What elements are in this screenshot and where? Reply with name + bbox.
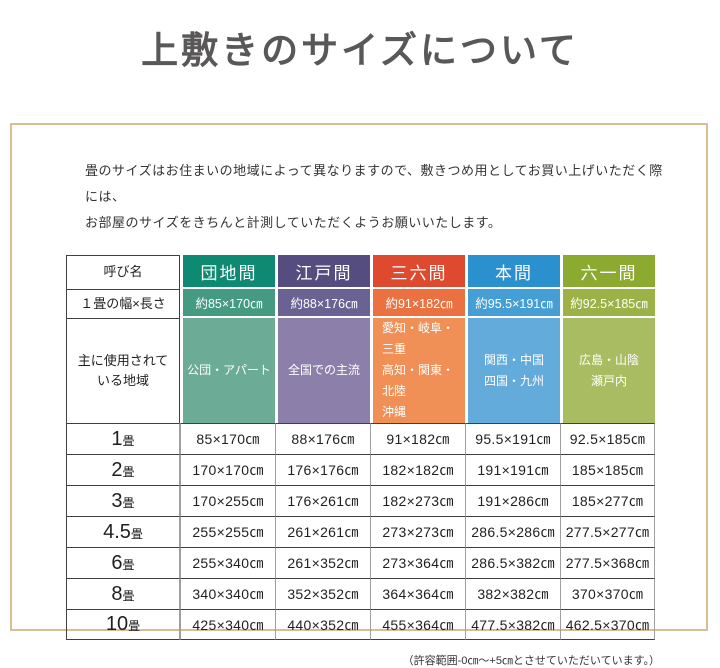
size-value-4.5-col1: 255×255㎝ bbox=[180, 516, 275, 547]
size-unit: 畳 bbox=[128, 619, 141, 633]
region-cell-5: 広島・山陰 瀬戸内 bbox=[560, 318, 655, 423]
size-count: 1 bbox=[111, 427, 123, 450]
size-value-10-col2: 440×352㎝ bbox=[275, 609, 370, 640]
width-cell-5: 約92.5×185㎝ bbox=[560, 289, 655, 318]
width-cell-3: 約91×182㎝ bbox=[370, 289, 465, 318]
page-title: 上敷きのサイズについて bbox=[141, 31, 579, 72]
size-value-4.5-col4: 286.5×286㎝ bbox=[465, 516, 560, 547]
intro-line-2: お部屋のサイズをきちんと計測していただくようお願いいたします。 bbox=[85, 215, 502, 230]
size-row-label: 1畳 bbox=[66, 423, 180, 454]
size-value-6-col5: 277.5×368㎝ bbox=[560, 547, 655, 578]
size-value-4.5-col3: 273×273㎝ bbox=[370, 516, 465, 547]
size-row-2: 2畳 170×170㎝ 176×176㎝ 182×182㎝ 191×191㎝ 185×18… bbox=[66, 454, 655, 485]
size-unit: 畳 bbox=[122, 464, 135, 479]
region-cell-4: 関西・中国 四国・九州 bbox=[465, 318, 560, 423]
size-count: 4.5 bbox=[103, 520, 131, 543]
size-value-8-col3: 364×364㎝ bbox=[370, 578, 465, 609]
size-row-10: 10畳 425×340㎝ 440×352㎝ 455×364㎝ 477.5×382㎝ 462… bbox=[66, 609, 655, 640]
size-value-10-col1: 425×340㎝ bbox=[180, 609, 275, 640]
size-value-3-col1: 170×255㎝ bbox=[180, 485, 275, 516]
size-value-1-col4: 95.5×191㎝ bbox=[465, 423, 560, 454]
size-value-1-col5: 92.5×185㎝ bbox=[560, 423, 655, 454]
size-count: 6 bbox=[111, 551, 123, 574]
size-value-3-col3: 182×273㎝ bbox=[370, 485, 465, 516]
size-value-8-col2: 352×352㎝ bbox=[275, 578, 370, 609]
column-header-4: 本間 bbox=[465, 255, 560, 289]
page: { "page": { "title": "上敷きのサイズについて", "int… bbox=[0, 20, 720, 667]
size-row-1: 1畳 85×170㎝ 88×176㎝ 91×182㎝ 95.5×191㎝ 92.5×185… bbox=[66, 423, 655, 454]
size-value-8-col5: 370×370㎝ bbox=[560, 578, 655, 609]
corner-label: 呼び名 bbox=[66, 255, 180, 289]
width-row-label: １畳の幅×長さ bbox=[66, 289, 180, 318]
size-unit: 畳 bbox=[122, 433, 135, 448]
size-value-4.5-col2: 261×261㎝ bbox=[275, 516, 370, 547]
intro-line-1: 畳のサイズはお住まいの地域によって異なりますので、敷きつめ用としてお買い上げいた… bbox=[85, 163, 663, 204]
region-row-label: 主に使用されて いる地域 bbox=[66, 318, 180, 423]
size-unit: 畳 bbox=[130, 526, 143, 541]
region-cell-3: 愛知・岐阜・三重 高知・関東・北陸 沖縄 bbox=[370, 318, 465, 423]
size-value-1-col2: 88×176㎝ bbox=[275, 423, 370, 454]
size-count: 10 bbox=[105, 613, 129, 635]
size-value-2-col3: 182×182㎝ bbox=[370, 454, 465, 485]
intro-text: 畳のサイズはお住まいの地域によって異なりますので、敷きつめ用としてお買い上げいた… bbox=[85, 158, 666, 236]
width-cell-2: 約88×176㎝ bbox=[275, 289, 370, 318]
content-frame: 畳のサイズはお住まいの地域によって異なりますので、敷きつめ用としてお買い上げいた… bbox=[10, 123, 708, 667]
size-row-label: 4.5畳 bbox=[66, 516, 180, 547]
size-value-1-col1: 85×170㎝ bbox=[180, 423, 275, 454]
size-unit: 畳 bbox=[122, 557, 135, 572]
size-value-4.5-col5: 277.5×277㎝ bbox=[560, 516, 655, 547]
table-width-row: １畳の幅×長さ 約85×170㎝ 約88×176㎝ 約91×182㎝ 約95.5×19… bbox=[66, 289, 655, 318]
size-value-8-col1: 340×340㎝ bbox=[180, 578, 275, 609]
size-value-3-col4: 191×286㎝ bbox=[465, 485, 560, 516]
region-cell-2: 全国での主流 bbox=[275, 318, 370, 423]
region-cell-1: 公団・アパート bbox=[180, 318, 275, 423]
size-value-3-col5: 185×277㎝ bbox=[560, 485, 655, 516]
size-value-2-col4: 191×191㎝ bbox=[465, 454, 560, 485]
size-row-label: 8畳 bbox=[66, 578, 180, 609]
size-row-label: 2畳 bbox=[66, 454, 180, 485]
size-value-3-col2: 176×261㎝ bbox=[275, 485, 370, 516]
width-cell-1: 約85×170㎝ bbox=[180, 289, 275, 318]
size-value-10-col4: 477.5×382㎝ bbox=[465, 609, 560, 640]
size-unit: 畳 bbox=[122, 588, 135, 603]
column-header-5: 六一間 bbox=[560, 255, 655, 289]
width-cell-4: 約95.5×191㎝ bbox=[465, 289, 560, 318]
size-unit: 畳 bbox=[122, 495, 135, 510]
size-value-6-col3: 273×364㎝ bbox=[370, 547, 465, 578]
table-size-rows: 1畳 85×170㎝ 88×176㎝ 91×182㎝ 95.5×191㎝ 92.5×185… bbox=[66, 423, 655, 640]
size-row-label: 6畳 bbox=[66, 547, 180, 578]
size-row-4.5: 4.5畳 255×255㎝ 261×261㎝ 273×273㎝ 286.5×286㎝ 27… bbox=[66, 516, 655, 547]
size-value-10-col3: 455×364㎝ bbox=[370, 609, 465, 640]
tatami-size-table: 呼び名 団地間 江戸間 三六間 本間 六一間 １畳の幅×長さ 約85×170㎝ 約88×1… bbox=[66, 255, 655, 640]
column-header-3: 三六間 bbox=[370, 255, 465, 289]
tolerance-footnote: （許容範囲-0㎝～+5㎝とさせていただいています。） bbox=[402, 655, 660, 667]
column-header-1: 団地間 bbox=[180, 255, 275, 289]
size-value-8-col4: 382×382㎝ bbox=[465, 578, 560, 609]
size-value-6-col2: 261×352㎝ bbox=[275, 547, 370, 578]
size-value-2-col1: 170×170㎝ bbox=[180, 454, 275, 485]
size-value-1-col3: 91×182㎝ bbox=[370, 423, 465, 454]
size-value-10-col5: 462.5×370㎝ bbox=[560, 609, 655, 640]
size-count: 3 bbox=[111, 489, 123, 512]
size-row-3: 3畳 170×255㎝ 176×261㎝ 182×273㎝ 191×286㎝ 185×27… bbox=[66, 485, 655, 516]
table-header-row: 呼び名 団地間 江戸間 三六間 本間 六一間 bbox=[66, 255, 655, 289]
size-row-label: 3畳 bbox=[66, 485, 180, 516]
size-row-label: 10畳 bbox=[66, 609, 180, 640]
size-row-8: 8畳 340×340㎝ 352×352㎝ 364×364㎝ 382×382㎝ 370×37… bbox=[66, 578, 655, 609]
size-count: 2 bbox=[111, 458, 123, 481]
column-header-2: 江戸間 bbox=[275, 255, 370, 289]
size-count: 8 bbox=[111, 582, 123, 605]
size-value-2-col5: 185×185㎝ bbox=[560, 454, 655, 485]
size-value-6-col4: 286.5×382㎝ bbox=[465, 547, 560, 578]
table-region-row: 主に使用されて いる地域 公団・アパート 全国での主流 愛知・岐阜・三重 高知・関東… bbox=[66, 318, 655, 423]
size-value-2-col2: 176×176㎝ bbox=[275, 454, 370, 485]
size-value-6-col1: 255×340㎝ bbox=[180, 547, 275, 578]
size-row-6: 6畳 255×340㎝ 261×352㎝ 273×364㎝ 286.5×382㎝ 277.… bbox=[66, 547, 655, 578]
